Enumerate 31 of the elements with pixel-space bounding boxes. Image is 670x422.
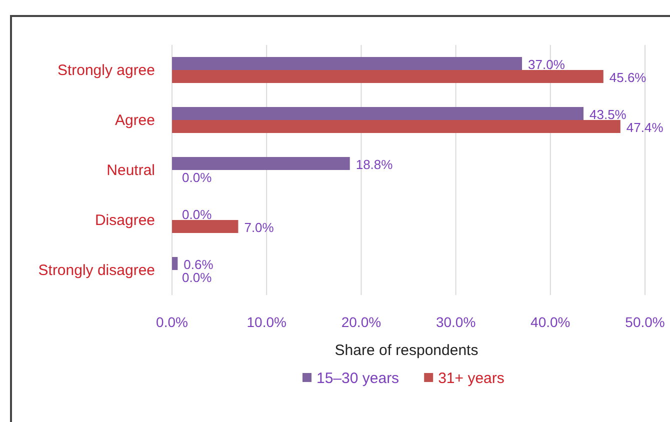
x-tick-label: 10.0%: [246, 314, 286, 330]
x-tick-label: 0.0%: [156, 314, 188, 330]
y-tick-label: Strongly agree: [57, 62, 155, 79]
data-label: 0.0%: [182, 270, 212, 285]
y-tick-label: Strongly disagree: [38, 262, 155, 279]
data-label: 0.6%: [184, 257, 214, 272]
legend-label: 15–30 years: [316, 370, 400, 387]
y-tick-label: Neutral: [106, 162, 155, 179]
y-tick-label: Disagree: [94, 212, 155, 229]
data-label: 47.4%: [626, 120, 664, 135]
bar: [172, 107, 584, 120]
bar: [172, 257, 178, 270]
data-label: 0.0%: [182, 170, 212, 185]
data-label: 45.6%: [609, 70, 647, 85]
x-tick-label: 40.0%: [530, 314, 570, 330]
x-axis-title: Share of respondents: [334, 342, 478, 359]
bar: [172, 220, 238, 233]
bar: [172, 120, 620, 133]
y-tick-label: Agree: [114, 112, 155, 129]
bar: [172, 157, 350, 170]
data-label: 43.5%: [590, 107, 627, 122]
x-tick-label: 20.0%: [341, 314, 382, 330]
data-label: 7.0%: [244, 220, 274, 235]
x-tick-label: 30.0%: [436, 314, 476, 330]
data-label: 0.0%: [182, 207, 212, 222]
legend-label: 31+ years: [438, 370, 504, 387]
bar: [172, 70, 604, 83]
data-label: 37.0%: [528, 57, 566, 72]
data-label: 18.8%: [356, 157, 394, 172]
x-tick-label: 50.0%: [625, 314, 665, 330]
bar: [172, 57, 522, 70]
